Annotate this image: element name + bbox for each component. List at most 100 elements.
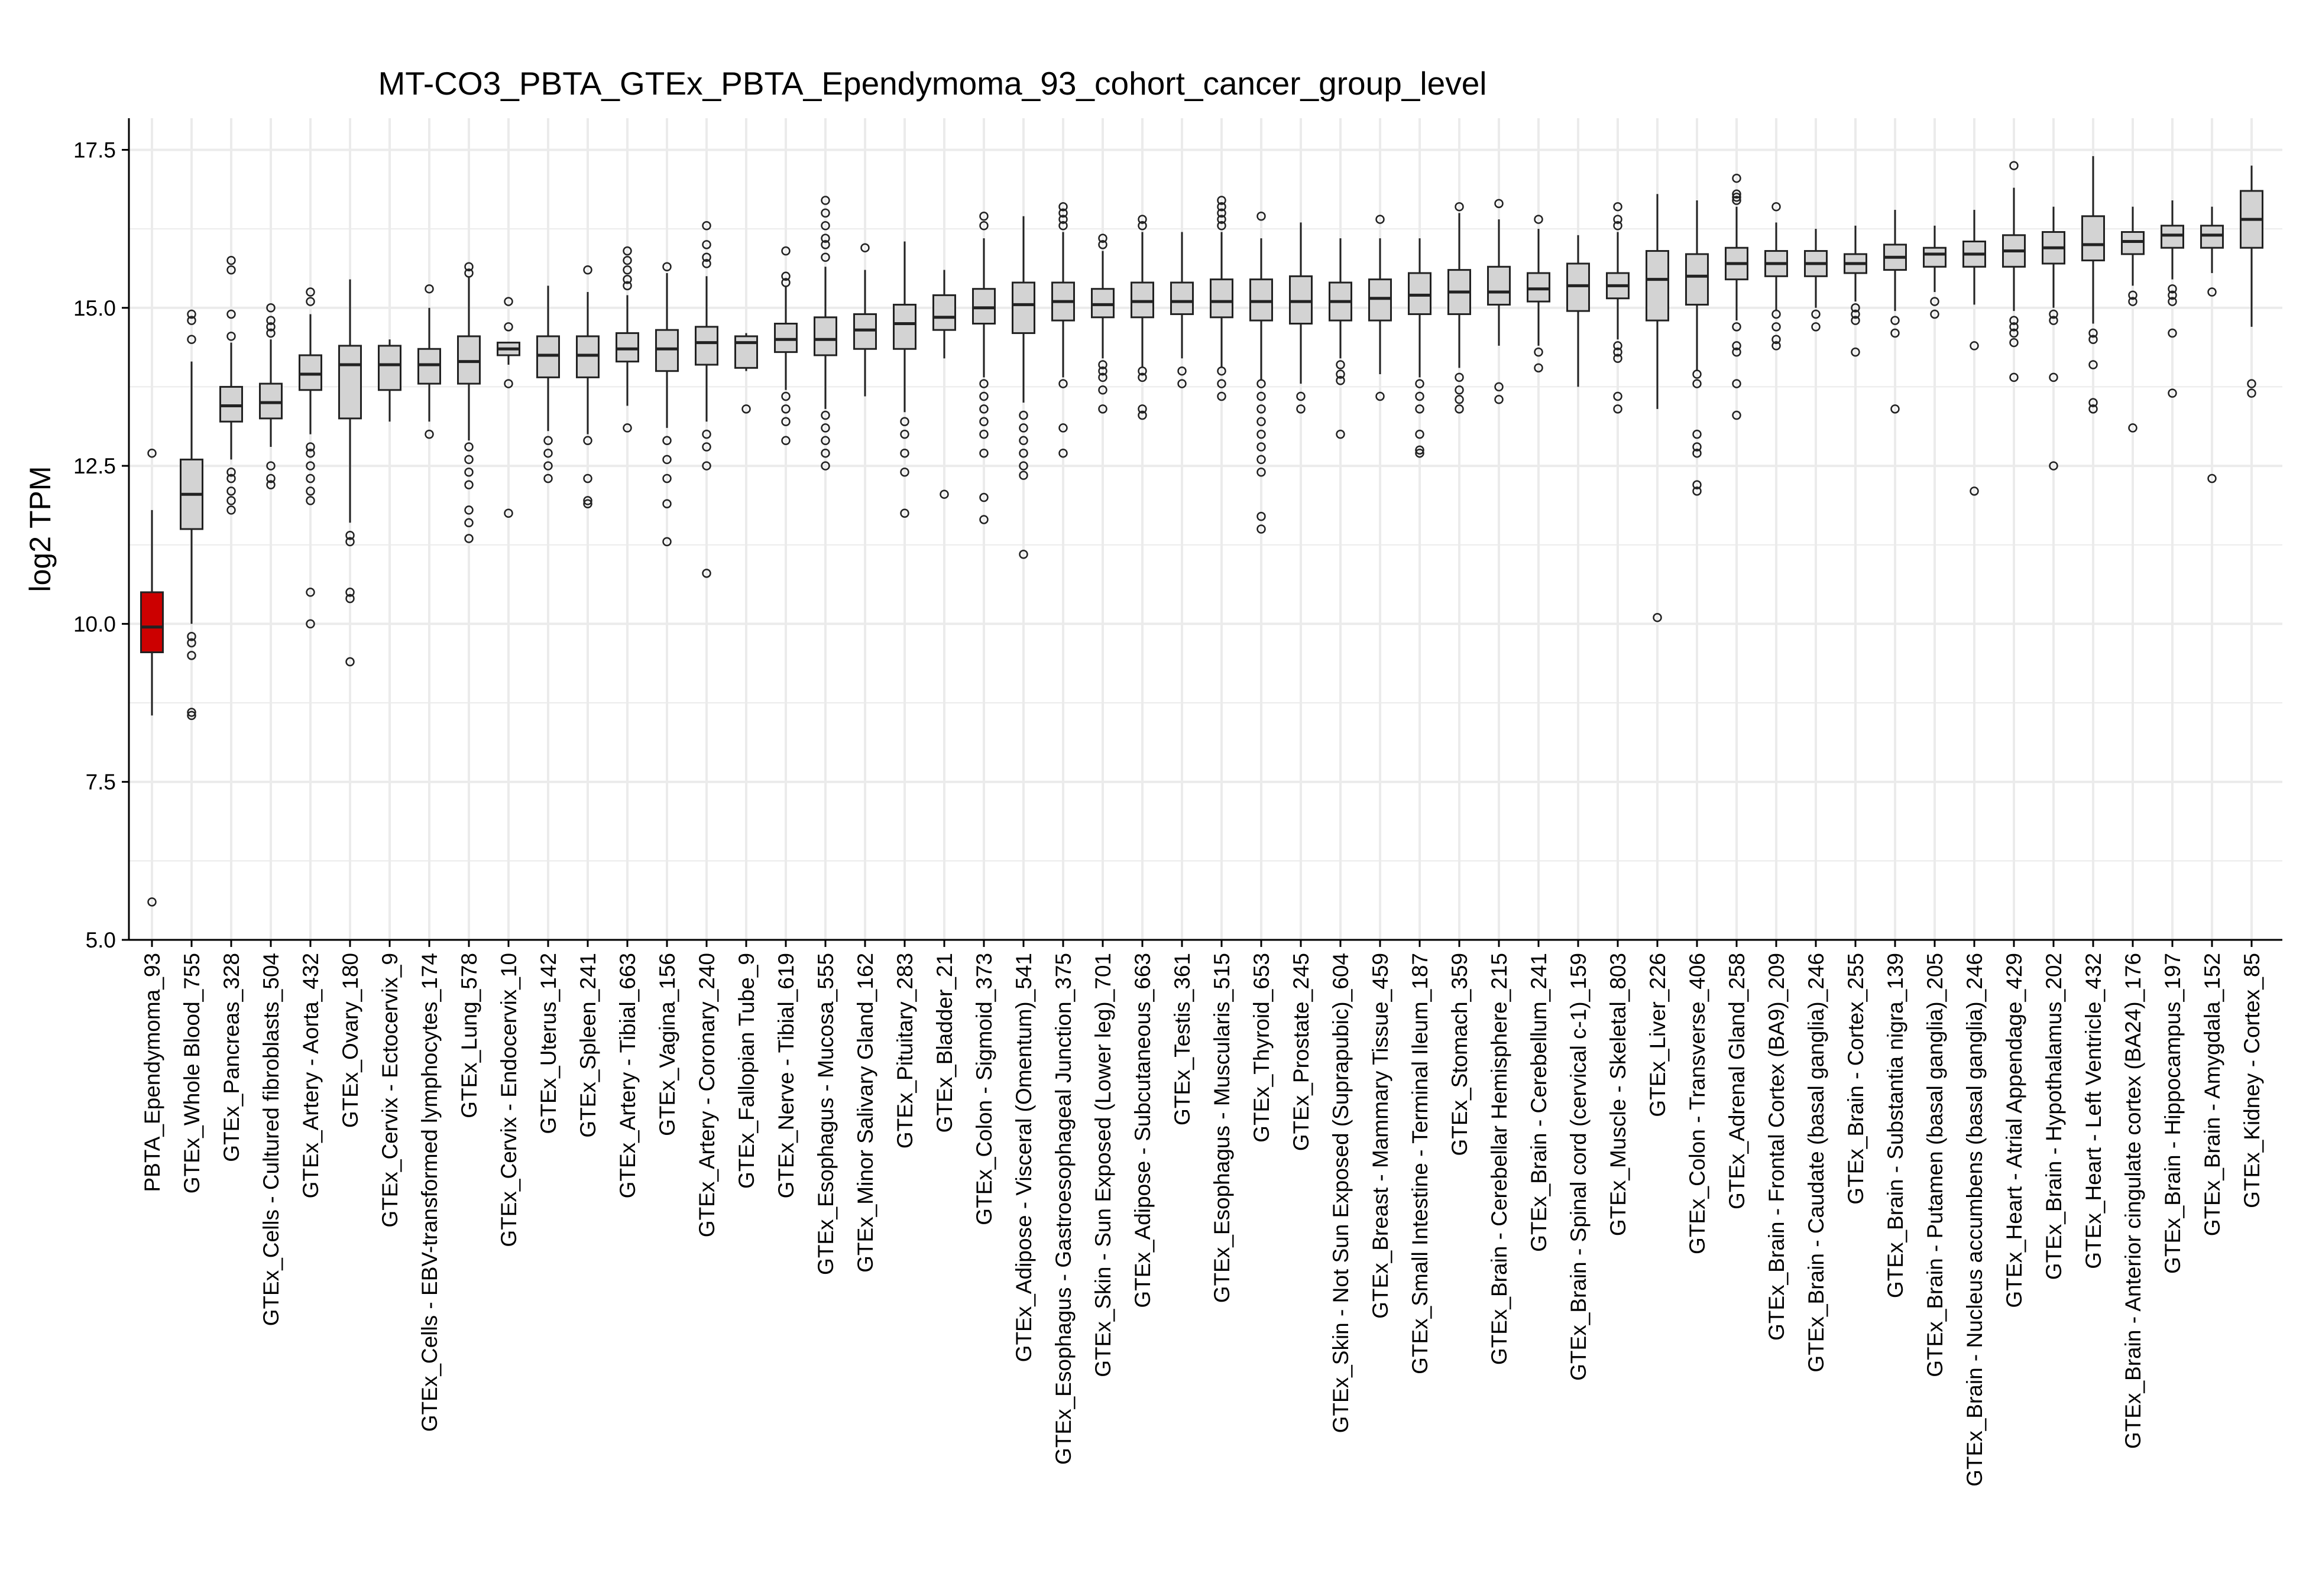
outlier-point (1732, 341, 1741, 351)
outlier-point (2168, 290, 2177, 300)
box-iqr (1091, 288, 1115, 319)
outlier-point (1138, 221, 1147, 231)
outlier-point (1256, 442, 1266, 452)
outlier-point (821, 410, 830, 420)
box-iqr (814, 316, 837, 356)
outlier-point (979, 515, 989, 524)
outlier-point (1613, 202, 1622, 212)
x-tick-label: GTEx_Nerve - Tibial_619 (774, 953, 798, 1198)
outlier-point (1455, 404, 1464, 414)
outlier-point (1217, 391, 1226, 401)
outlier-point (1771, 322, 1781, 332)
outlier-point (1771, 309, 1781, 319)
outlier-point (900, 508, 909, 518)
outlier-point (1613, 347, 1622, 357)
outlier-point (1970, 486, 1979, 496)
outlier-point (583, 496, 592, 505)
outlier-point (662, 436, 672, 446)
outlier-point (226, 255, 236, 265)
x-tick-label: GTEx_Vagina_156 (655, 953, 679, 1136)
outlier-point (1177, 379, 1187, 388)
outlier-point (583, 499, 592, 508)
outlier-point (306, 448, 315, 458)
box-iqr (1646, 250, 1669, 322)
box-group (1527, 215, 1550, 373)
box-group (2002, 161, 2026, 382)
box-group (536, 286, 560, 484)
outlier-point (821, 208, 830, 218)
outlier-point (2247, 379, 2256, 388)
box-group (2081, 156, 2105, 414)
x-tick-label: GTEx_Skin - Sun Exposed (Lower leg)_701 (1091, 953, 1115, 1377)
outlier-point (781, 404, 791, 414)
outlier-point (345, 657, 355, 667)
x-tick-label: GTEx_Esophagus - Gastroesophageal Juncti… (1051, 953, 1076, 1465)
outlier-point (623, 265, 632, 275)
x-tick-label: GTEx_Esophagus - Muscularis_515 (1210, 953, 1234, 1303)
outlier-point (1732, 173, 1741, 183)
outlier-point (306, 461, 315, 471)
box-group (655, 262, 679, 547)
outlier-point (1455, 202, 1464, 212)
outlier-point (583, 473, 592, 484)
box-iqr (932, 294, 956, 331)
box-group (457, 262, 481, 543)
outlier-point (1415, 391, 1424, 401)
outlier-point (266, 461, 276, 471)
outlier-point (1613, 391, 1622, 401)
outlier-point (425, 284, 434, 294)
outlier-point (1851, 309, 1860, 319)
outlier-point (1256, 379, 1266, 388)
outlier-point (979, 221, 989, 231)
outlier-point (147, 897, 157, 907)
box-group (972, 211, 996, 524)
outlier-point (623, 423, 632, 433)
outlier-point (187, 708, 196, 717)
outlier-point (1138, 372, 1147, 382)
box-iqr (1012, 281, 1035, 335)
box-group (497, 297, 520, 518)
outlier-point (1058, 448, 1068, 458)
outlier-point (1217, 215, 1226, 224)
outlier-point (266, 316, 276, 325)
outlier-point (266, 480, 276, 489)
box-iqr (338, 345, 362, 420)
box-group (1487, 199, 1511, 404)
outlier-point (1098, 233, 1107, 243)
x-tick-label: GTEx_Brain - Hypothalamus_202 (2042, 953, 2066, 1280)
outlier-point (2128, 297, 2137, 306)
box-group (299, 287, 322, 629)
outlier-point (1692, 448, 1702, 458)
outlier-point (226, 473, 236, 484)
outlier-point (1890, 316, 1900, 325)
outlier-point (1613, 353, 1622, 364)
outlier-point (979, 404, 989, 414)
outlier-point (1256, 391, 1266, 401)
outlier-point (702, 429, 711, 439)
outlier-point (1098, 366, 1107, 376)
box-group (1051, 202, 1075, 458)
outlier-point (306, 297, 315, 306)
outlier-point (781, 246, 791, 256)
box-iqr (219, 385, 243, 423)
x-tick-label: GTEx_Brain - Cortex_255 (1844, 953, 1868, 1205)
outlier-point (226, 332, 236, 341)
outlier-point (860, 243, 870, 252)
box-group (1289, 222, 1313, 414)
x-tick-label: GTEx_Bladder_21 (932, 953, 957, 1133)
box-group (140, 448, 164, 907)
outlier-point (1058, 423, 1068, 433)
x-tick-label: GTEx_Testis_361 (1170, 953, 1194, 1125)
box-iqr (457, 335, 481, 385)
outlier-point (1098, 385, 1107, 395)
outlier-point (1534, 363, 1543, 373)
box-iqr (1527, 272, 1550, 303)
outlier-point (781, 271, 791, 281)
y-tick-label: 12.5 (73, 454, 116, 478)
outlier-point (1019, 423, 1028, 433)
outlier-point (226, 309, 236, 319)
outlier-point (1970, 341, 1979, 351)
box-iqr (378, 345, 401, 391)
box-iqr (140, 591, 164, 654)
x-tick-label: GTEx_Muscle - Skeletal_803 (1606, 953, 1630, 1236)
